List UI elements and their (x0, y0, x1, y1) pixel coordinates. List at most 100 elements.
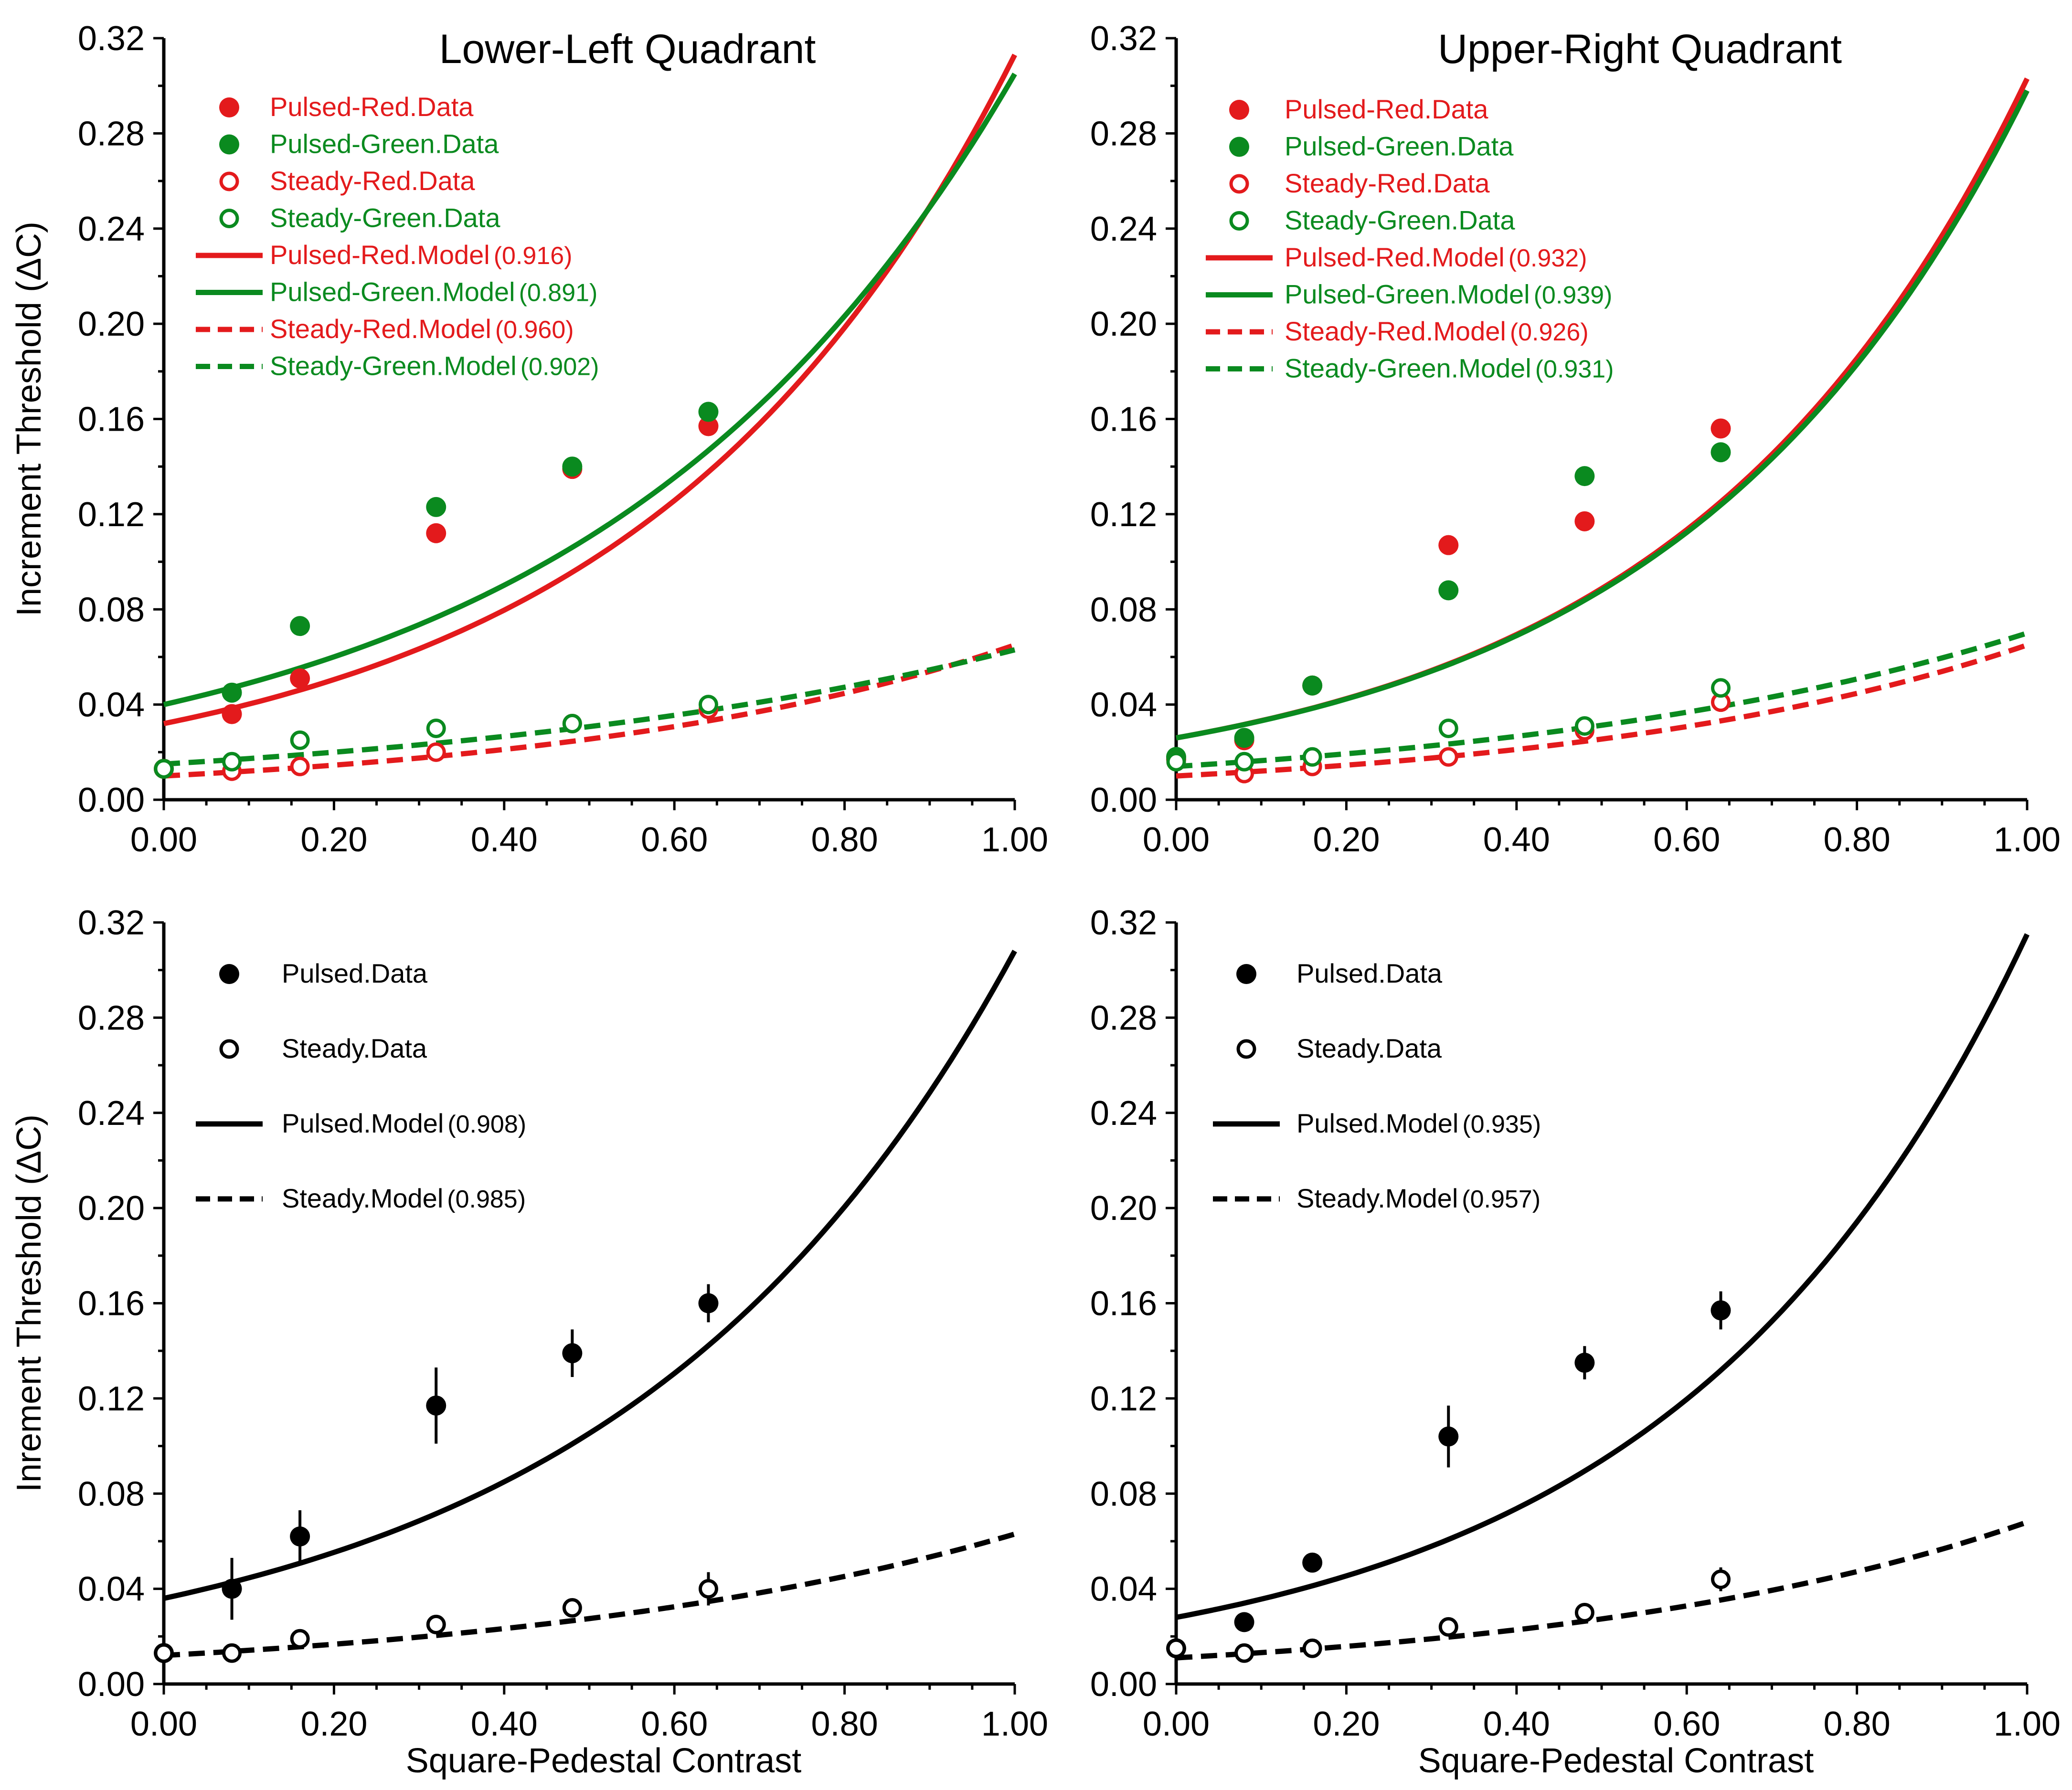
x-tick-label: 0.80 (1824, 1705, 1891, 1743)
data-point-pulsed-data (1574, 1353, 1595, 1373)
data-point-steady-green-data (698, 695, 718, 715)
data-point-steady-green-data (1302, 747, 1322, 767)
y-tick-label: 0.24 (78, 210, 145, 248)
y-tick-label: 0.04 (1090, 1570, 1157, 1609)
y-axis-title: Increment Threshold (ΔC) (10, 222, 48, 616)
y-tick-label: 0.20 (78, 1189, 145, 1228)
y-tick-label: 0.28 (78, 115, 145, 153)
data-point-steady-green-data (290, 730, 310, 750)
y-tick-label: 0.08 (78, 591, 145, 629)
data-point-pulsed-green-data (1234, 728, 1254, 748)
legend-label: Steady-Red.Model (270, 314, 491, 344)
legend-label: Pulsed-Green.Model (1285, 279, 1530, 309)
legend-r2-value: (0.908) (447, 1111, 526, 1138)
data-point-pulsed-data (1302, 1552, 1323, 1573)
legend-label: Pulsed-Green.Model (270, 277, 515, 307)
y-tick-label: 0.04 (78, 686, 145, 724)
data-point-pulsed-red-data (1574, 511, 1595, 531)
legend-label: Pulsed-Red.Data (270, 92, 474, 122)
model-curve-steady-red-model (163, 642, 1016, 779)
x-axis-title: Square-Pedestal Contrast (1418, 1742, 1814, 1780)
x-tick-label: 0.60 (641, 821, 708, 859)
data-point-steady-green-data (1234, 752, 1254, 772)
panel-title: Lower-Left Quadrant (439, 26, 816, 72)
data-point-steady-green-data (222, 752, 242, 772)
x-tick-label: 1.00 (981, 821, 1048, 859)
model-curve-pulsed-red-model (163, 53, 1017, 726)
y-tick-label: 0.04 (78, 1570, 145, 1609)
data-point-pulsed-red-data (222, 704, 242, 724)
legend-label: Pulsed-Green.Data (270, 129, 499, 159)
legend-r2-value: (0.935) (1462, 1111, 1541, 1138)
y-tick-label: 0.32 (1090, 20, 1157, 58)
x-tick-label: 0.80 (1824, 821, 1891, 859)
model-curve-pulsed-model (1175, 933, 2029, 1620)
legend-r2-value: (0.932) (1509, 244, 1587, 272)
panel-upper-right-quadrant: 0.00 0.04 0.08 0.12 0.16 0.20 0.24 0.28 0.32 0.00… (1090, 20, 2061, 859)
model-curve-pulsed-model (163, 950, 1017, 1601)
y-tick-label: 0.28 (1090, 115, 1157, 153)
x-axis-title: Square-Pedestal Contrast (406, 1742, 801, 1780)
data-point-steady-red-data (426, 742, 446, 762)
legend-label: Steady-Green.Model (1285, 353, 1531, 383)
model-curve-steady-green-model (163, 647, 1016, 767)
data-point-pulsed-red-data (1438, 535, 1459, 555)
legend-label: Steady-Red.Model (1285, 316, 1506, 346)
legend-r2-value: (0.931) (1535, 356, 1614, 383)
legend-r2-value: (0.960) (495, 316, 574, 344)
y-tick-label: 0.16 (78, 1285, 145, 1323)
y-tick-label: 0.24 (1090, 210, 1157, 248)
y-tick-label: 0.20 (1090, 1189, 1157, 1228)
x-tick-label: 0.60 (1653, 1705, 1720, 1743)
data-point-pulsed-data (290, 1526, 310, 1546)
data-point-pulsed-green-data (698, 402, 719, 422)
data-point-pulsed-red-data (426, 523, 446, 543)
data-point-steady-green-data (562, 714, 582, 733)
data-point-steady-red-data (290, 756, 310, 776)
legend-marker (1229, 137, 1249, 157)
legend-label: Steady.Model (1296, 1183, 1458, 1213)
data-point-steady-data (290, 1629, 310, 1649)
model-curve-steady-model (163, 1531, 1016, 1658)
panel-lower-left-combined: 0.00 0.04 0.08 0.12 0.16 0.20 0.24 0.28 0.32 0.00… (10, 904, 1048, 1780)
x-tick-label: 0.20 (300, 1705, 367, 1743)
data-point-steady-data (562, 1598, 582, 1618)
model-curve-pulsed-green-model (163, 73, 1017, 707)
legend-marker (219, 171, 239, 191)
y-tick-label: 0.00 (78, 781, 145, 819)
data-point-pulsed-green-data (1574, 466, 1595, 487)
x-tick-label: 0.80 (811, 821, 878, 859)
legend-marker (1236, 1039, 1256, 1059)
legend-marker (219, 209, 239, 228)
y-tick-label: 0.12 (78, 496, 145, 534)
legend-marker (1229, 211, 1249, 231)
data-point-pulsed-data (698, 1293, 719, 1313)
data-point-pulsed-red-data (290, 668, 310, 688)
y-tick-label: 0.20 (78, 305, 145, 343)
data-point-steady-data (1166, 1638, 1186, 1658)
data-point-steady-green-data (1711, 678, 1731, 698)
legend-label: Pulsed.Data (1296, 958, 1443, 988)
legend-marker (1229, 174, 1249, 194)
y-tick-label: 0.00 (78, 1665, 145, 1704)
y-tick-label: 0.24 (1090, 1094, 1157, 1133)
data-point-steady-green-data (1166, 752, 1186, 772)
panel-title: Upper-Right Quadrant (1438, 26, 1842, 72)
data-point-pulsed-green-data (562, 456, 583, 477)
legend-label: Pulsed.Model (1296, 1108, 1458, 1138)
data-point-steady-data (1711, 1569, 1731, 1589)
legend-r2-value: (0.926) (1510, 318, 1589, 346)
x-tick-label: 0.40 (471, 1705, 538, 1743)
legend-label: Pulsed.Data (282, 958, 428, 988)
legend-label: Steady-Red.Data (270, 166, 475, 196)
legend-label: Steady-Green.Model (270, 351, 517, 381)
legend-label: Steady-Green.Data (270, 203, 500, 233)
y-axis-title: Inrement Threshold (ΔC) (10, 1114, 48, 1492)
legend-label: Pulsed-Green.Data (1285, 131, 1514, 161)
legend-label: Pulsed.Model (282, 1108, 444, 1138)
x-tick-label: 0.20 (1313, 1705, 1380, 1743)
x-tick-label: 0.00 (1143, 1705, 1210, 1743)
x-tick-label: 0.60 (641, 1705, 708, 1743)
y-tick-label: 0.08 (78, 1475, 145, 1513)
y-tick-label: 0.08 (1090, 1475, 1157, 1513)
